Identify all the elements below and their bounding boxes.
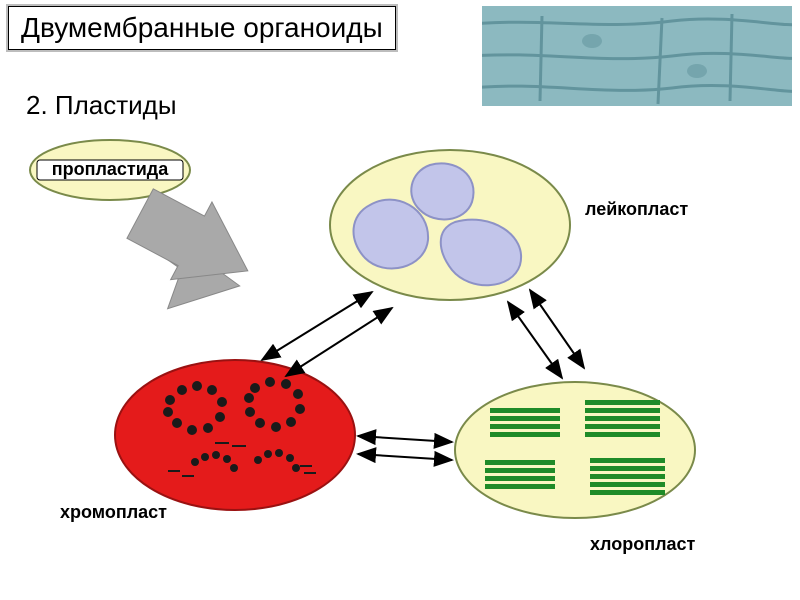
chloroplast-label: хлоропласт bbox=[590, 534, 696, 554]
plastid-diagram: пропластида лейкопласт bbox=[0, 130, 800, 600]
cell-micrograph bbox=[482, 6, 792, 106]
chromoplast-label: хромопласт bbox=[60, 502, 167, 522]
leucoplast-label: лейкопласт bbox=[585, 199, 688, 219]
subtitle: 2. Пластиды bbox=[26, 90, 177, 121]
proplastid-label: пропластида bbox=[52, 159, 169, 179]
proplastid: пропластида bbox=[30, 140, 190, 200]
leucoplast bbox=[330, 150, 570, 300]
chromoplast bbox=[115, 360, 355, 510]
chloroplast bbox=[455, 382, 695, 518]
page-title: Двумембранные органоиды bbox=[8, 6, 396, 50]
